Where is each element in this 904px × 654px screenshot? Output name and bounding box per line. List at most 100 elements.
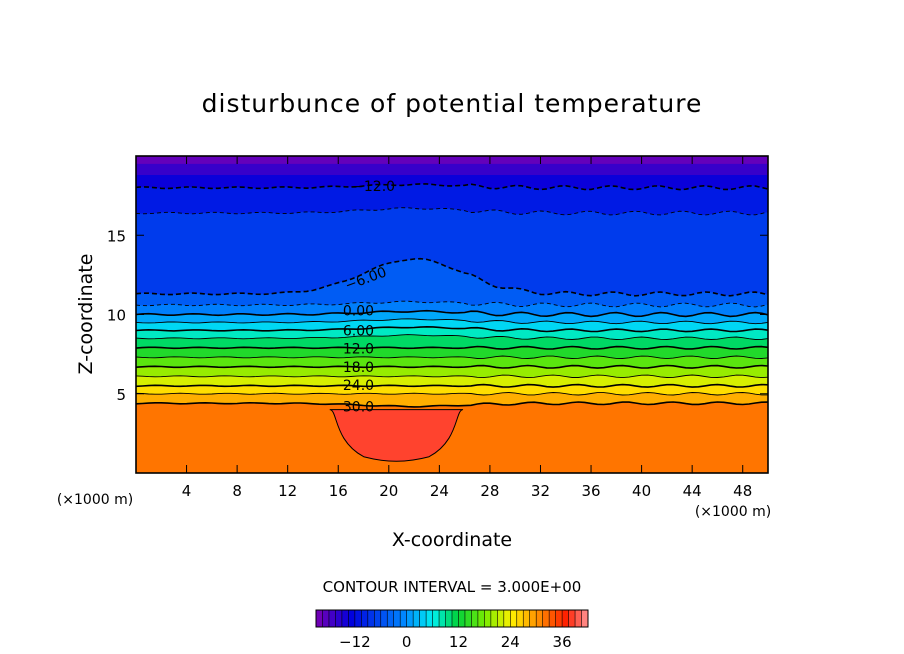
- colorbar-cell: [477, 610, 485, 627]
- contour-label: 18.0: [343, 360, 374, 376]
- colorbar-cell: [419, 610, 427, 627]
- colorbar-cell: [536, 610, 543, 627]
- colorbar-cell: [406, 610, 414, 627]
- contour-line-30: [136, 401, 768, 408]
- contour-line-3: [136, 318, 768, 325]
- colorbar-cell: [490, 610, 498, 627]
- colorbar-cell: [361, 610, 369, 627]
- colorbar-frame: [315, 609, 589, 628]
- x-unit-left: (×1000 m): [57, 492, 133, 508]
- warm-pool-fill: [329, 409, 464, 462]
- colorbar-cell: [322, 610, 330, 627]
- colorbar-cell: [510, 610, 518, 627]
- colorbar-tick-label: −12: [339, 633, 371, 651]
- contour-interval-text: CONTOUR INTERVAL = 3.000E+00: [323, 578, 582, 596]
- colorbar-cell: [374, 610, 382, 627]
- colorbar-cell: [529, 610, 537, 627]
- colorbar-cell: [542, 610, 550, 627]
- contour-line-0: [136, 309, 768, 318]
- contour-label: 12.0: [343, 342, 374, 358]
- colorbar-cell: [581, 610, 589, 627]
- y-tick-label: 15: [107, 227, 126, 245]
- band-below--18: [136, 156, 768, 164]
- colorbar-cell: [568, 610, 576, 627]
- colorbar-ticks: −12 0 12 24 36: [339, 633, 572, 651]
- y-tick-label: 10: [107, 307, 126, 325]
- x-axis-label: X-coordinate: [392, 529, 512, 551]
- colorbar-cell: [393, 610, 401, 627]
- filled-contour-bands: [136, 156, 768, 473]
- colorbar-cell: [335, 610, 343, 627]
- contour-line--12: [136, 183, 768, 191]
- x-tick-label: 8: [232, 482, 242, 500]
- x-tick-label: 20: [379, 482, 398, 500]
- chart-title: disturbunce of potential temperature: [202, 89, 703, 118]
- colorbar-cell: [575, 610, 582, 627]
- x-tick-label: 16: [329, 482, 348, 500]
- contour-line-27: [136, 392, 768, 396]
- contour-label: 24.0: [343, 378, 374, 394]
- colorbar-cell: [387, 610, 395, 627]
- warm-pool-contour: [329, 409, 464, 462]
- colorbar-cell: [354, 610, 362, 627]
- contour-label: 6.00: [343, 323, 374, 339]
- colorbar-cell: [562, 610, 569, 627]
- y-tick-label: 5: [116, 386, 126, 404]
- colorbar-cell: [523, 610, 531, 627]
- x-tick-label: 36: [581, 482, 600, 500]
- x-tick-label: 28: [480, 482, 499, 500]
- contour-label: 0.00: [343, 304, 374, 320]
- colorbar-cell: [380, 610, 388, 627]
- colorbar: [315, 609, 589, 628]
- colorbar-cell: [367, 610, 375, 627]
- contour-line-18: [136, 364, 768, 369]
- colorbar-tick-label: 24: [501, 633, 520, 651]
- x-tick-label: 44: [683, 482, 702, 500]
- colorbar-cell: [503, 610, 511, 627]
- contour-line-9: [136, 334, 768, 340]
- colorbar-cell: [413, 610, 420, 627]
- contour-lines: [136, 183, 768, 408]
- colorbar-cell: [328, 610, 336, 627]
- colorbar-cell: [516, 610, 524, 627]
- x-tick-label: 40: [632, 482, 651, 500]
- colorbar-cell: [484, 610, 492, 627]
- contour-line-6: [136, 325, 768, 333]
- warm-pool-region: [329, 409, 464, 462]
- contour-line-12: [136, 345, 768, 350]
- x-tick-label: 12: [278, 482, 297, 500]
- colorbar-cell: [497, 610, 505, 627]
- x-axis-ticks: 4 8 12 16 20 24 28 32 36 40 44 48: [182, 156, 752, 500]
- colorbar-tick-label: 12: [449, 633, 468, 651]
- colorbar-cell: [452, 610, 459, 627]
- x-tick-label: 4: [182, 482, 192, 500]
- x-unit-right: (×1000 m): [695, 504, 771, 520]
- contour-line--3: [136, 300, 768, 308]
- colorbar-cell: [555, 610, 563, 627]
- colorbar-tick-label: 36: [553, 633, 572, 651]
- y-axis-ticks: 5 10 15: [107, 227, 768, 404]
- colorbar-tick-label: 0: [402, 633, 412, 651]
- colorbar-cell: [549, 610, 556, 627]
- colorbar-cell: [432, 610, 440, 627]
- colorbar-cell: [439, 610, 446, 627]
- contour-line-24: [136, 383, 768, 388]
- contour-label: −12.0: [352, 179, 395, 195]
- contour-line-21: [136, 374, 768, 379]
- colorbar-cell: [316, 610, 323, 627]
- contour-line-15: [136, 355, 768, 360]
- contour-line--6: [136, 257, 768, 297]
- colorbar-cell: [426, 610, 433, 627]
- colorbar-cell: [348, 610, 356, 627]
- x-tick-label: 48: [733, 482, 752, 500]
- colorbar-cell: [464, 610, 472, 627]
- contour-line--9: [136, 207, 768, 216]
- plot-area: [136, 156, 768, 473]
- colorbar-cell: [445, 610, 453, 627]
- y-axis-label: Z-coordinate: [75, 254, 97, 375]
- colorbar-cell: [458, 610, 466, 627]
- colorbar-cell: [341, 610, 349, 627]
- x-tick-label: 32: [531, 482, 550, 500]
